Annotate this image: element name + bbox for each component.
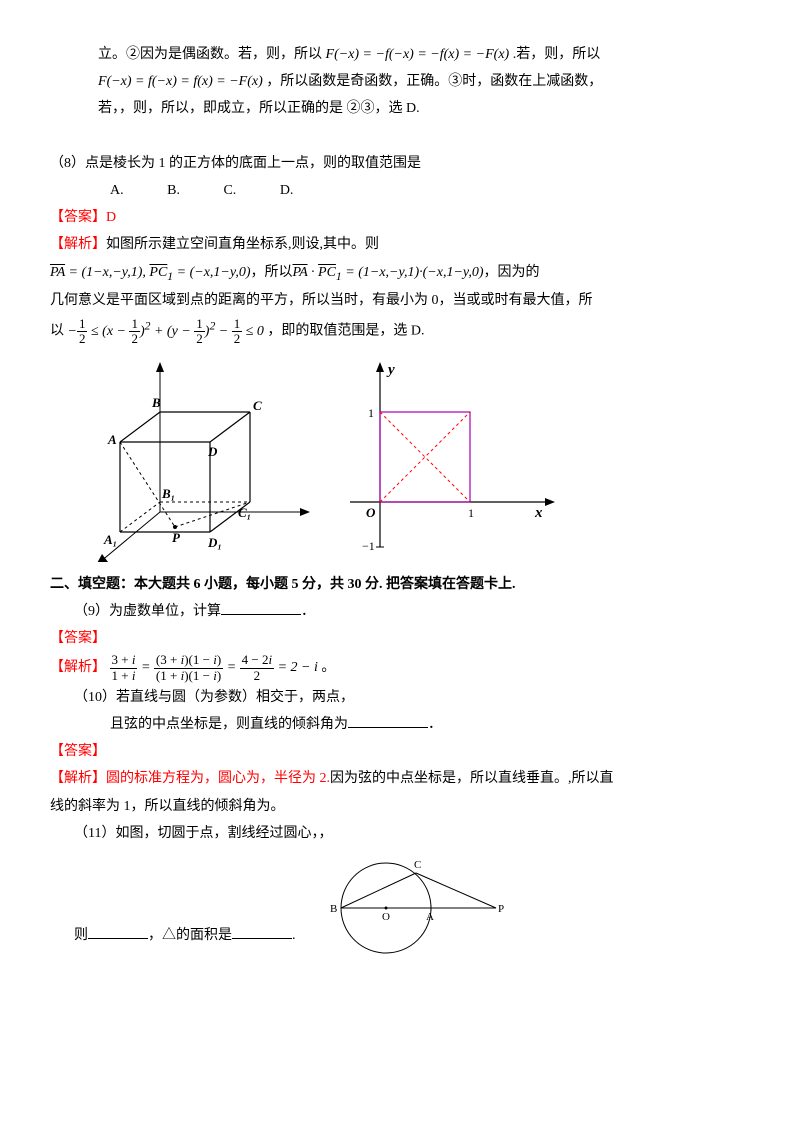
p7-text1b: .若，则，所以 bbox=[513, 47, 601, 62]
p7-text1: 立。②因为是偶函数。若，则，所以 bbox=[98, 47, 322, 62]
svg-text:B: B bbox=[151, 395, 161, 410]
p10-stem2-text: 且弦的中点坐标是，则直线的倾斜角为 bbox=[110, 717, 348, 732]
p9-answer: 【答案】 bbox=[50, 626, 750, 651]
svg-text:P: P bbox=[498, 903, 504, 915]
svg-text:y: y bbox=[386, 362, 395, 378]
p10-stem1: （10）若直线与圆（为参数）相交于，两点， bbox=[50, 685, 750, 710]
p8-stem: （8）点是棱长为 1 的正方体的底面上一点，则的取值范围是 bbox=[50, 151, 750, 176]
svg-text:1: 1 bbox=[368, 406, 374, 420]
p7-text2: ，所以函数是奇函数，正确。③时，函数在上减函数， bbox=[266, 74, 602, 89]
svg-text:1: 1 bbox=[468, 506, 474, 520]
p9-stem-b: ． bbox=[301, 604, 315, 619]
svg-text:D₁: D₁ bbox=[207, 535, 222, 550]
p10-stem2-end: ． bbox=[428, 717, 442, 732]
opt-c: C. bbox=[223, 178, 236, 203]
p9-end: 。 bbox=[321, 660, 335, 675]
p9-ans-label: 【答案】 bbox=[50, 631, 106, 646]
p11-answer-line: 则 ，△的面积是. bbox=[50, 923, 296, 948]
svg-text:C: C bbox=[253, 398, 262, 413]
svg-text:D: D bbox=[207, 444, 218, 459]
svg-text:C₁: C₁ bbox=[238, 505, 251, 520]
p10-exp-text: 圆的标准方程为，圆心为，半径为 2. bbox=[106, 771, 330, 786]
p8-exp-line2: 几何意义是平面区域到点的距离的平方，所以当时，有最小为 0，当或或时有最大值，所 bbox=[50, 288, 750, 313]
blank-11a bbox=[88, 924, 148, 939]
end: ，因为的 bbox=[484, 265, 540, 280]
p10-ans-label: 【答案】 bbox=[50, 744, 106, 759]
p11-b: ，△的面积是 bbox=[148, 928, 232, 943]
p8-options: A. B. C. D. bbox=[50, 178, 750, 203]
p8-answer: 【答案】D bbox=[50, 205, 750, 230]
p10-answer: 【答案】 bbox=[50, 739, 750, 764]
svg-text:−1: −1 bbox=[362, 539, 375, 553]
p10-exp1: 【解析】圆的标准方程为，圆心为，半径为 2.因为弦的中点坐标是，所以直线垂直。,… bbox=[50, 766, 750, 791]
svg-text:A: A bbox=[107, 432, 117, 447]
svg-text:P: P bbox=[172, 530, 181, 545]
ineq-b: ，即的取值范围是，选 D. bbox=[267, 324, 424, 339]
blank-11b bbox=[232, 924, 292, 939]
answer-value: D bbox=[106, 210, 116, 225]
p11-stem: （11）如图，切圆于点，割线经过圆心，， bbox=[50, 821, 750, 846]
p7-line1: 立。②因为是偶函数。若，则，所以 F(−x) = −f(−x) = −f(x) … bbox=[50, 42, 750, 67]
svg-text:O: O bbox=[366, 505, 376, 520]
vec-dot: PA · PC1 = (1−x,−y,1)·(−x,1−y,0) bbox=[292, 265, 483, 280]
p11-c: . bbox=[292, 928, 296, 943]
opt-d: D. bbox=[280, 178, 294, 203]
circle-diagram: B C O A P bbox=[316, 848, 516, 958]
p9-exp: 【解析】 3 + i1 + i = (3 + i)(1 − i)(1 + i)(… bbox=[50, 653, 750, 683]
p9-exp-label: 【解析】 bbox=[50, 660, 106, 675]
p11-a: 则 bbox=[74, 928, 88, 943]
p9-stem: （9）为虚数单位，计算 ． bbox=[50, 599, 750, 624]
svg-text:A₁: A₁ bbox=[103, 532, 117, 547]
svg-text:O: O bbox=[382, 911, 390, 923]
ineq-a: 以 bbox=[50, 324, 64, 339]
exp-text1: 如图所示建立空间直角坐标系,则设,其中。则 bbox=[106, 237, 379, 252]
answer-label: 【答案】 bbox=[50, 210, 106, 225]
opt-a: A. bbox=[110, 178, 124, 203]
svg-text:B₁: B₁ bbox=[161, 486, 175, 501]
section2-heading: 二、填空题：本大题共 6 小题，每小题 5 分，共 30 分. 把答案填在答题卡… bbox=[50, 572, 750, 597]
exp-label: 【解析】 bbox=[50, 237, 106, 252]
figure-row: A B C D A₁ B₁ C₁ D₁ P O x y 1 1 −1 bbox=[90, 362, 750, 562]
vec-pa: PA = (1−x,−y,1), PC1 = (−x,1−y,0) bbox=[50, 265, 250, 280]
p7-eq1: F(−x) = −f(−x) = −f(x) = −F(x) bbox=[326, 47, 510, 62]
p10-exp1b: 因为弦的中点坐标是，所以直线垂直。,所以直 bbox=[330, 771, 614, 786]
mid: ，所以 bbox=[250, 265, 292, 280]
p9-stem-a: （9）为虚数单位，计算 bbox=[74, 604, 221, 619]
p9-math: 3 + i1 + i = (3 + i)(1 − i)(1 + i)(1 − i… bbox=[110, 660, 322, 675]
p10-exp-label: 【解析】 bbox=[50, 771, 106, 786]
blank-10 bbox=[348, 713, 428, 728]
p10-stem2: 且弦的中点坐标是，则直线的倾斜角为 ． bbox=[50, 712, 750, 737]
p8-ineq-line: 以 −12 ≤ (x − 12)2 + (y − 12)2 − 12 ≤ 0 ，… bbox=[50, 315, 750, 346]
p7-eq2: F(−x) = f(−x) = f(x) = −F(x) bbox=[98, 74, 263, 89]
svg-text:x: x bbox=[534, 505, 543, 521]
blank-9 bbox=[221, 600, 301, 615]
p8-exp-line1: 【解析】如图所示建立空间直角坐标系,则设,其中。则 bbox=[50, 232, 750, 257]
svg-text:B: B bbox=[330, 903, 337, 915]
p7-line3: 若，，则，所以，即成立，所以正确的是 ②③，选 D. bbox=[50, 96, 750, 121]
p7-line2: F(−x) = f(−x) = f(x) = −F(x) ，所以函数是奇函数，正… bbox=[50, 69, 750, 94]
svg-text:A: A bbox=[426, 911, 434, 923]
cube-diagram: A B C D A₁ B₁ C₁ D₁ P bbox=[90, 362, 310, 562]
p10-exp2: 线的斜率为 1，所以直线的倾斜角为。 bbox=[50, 794, 750, 819]
opt-b: B. bbox=[167, 178, 180, 203]
plane-diagram: O x y 1 1 −1 bbox=[340, 362, 560, 562]
ineq-math: −12 ≤ (x − 12)2 + (y − 12)2 − 12 ≤ 0 bbox=[68, 324, 264, 339]
p8-vec-line: PA = (1−x,−y,1), PC1 = (−x,1−y,0)，所以PA ·… bbox=[50, 260, 750, 287]
svg-text:C: C bbox=[414, 859, 421, 871]
